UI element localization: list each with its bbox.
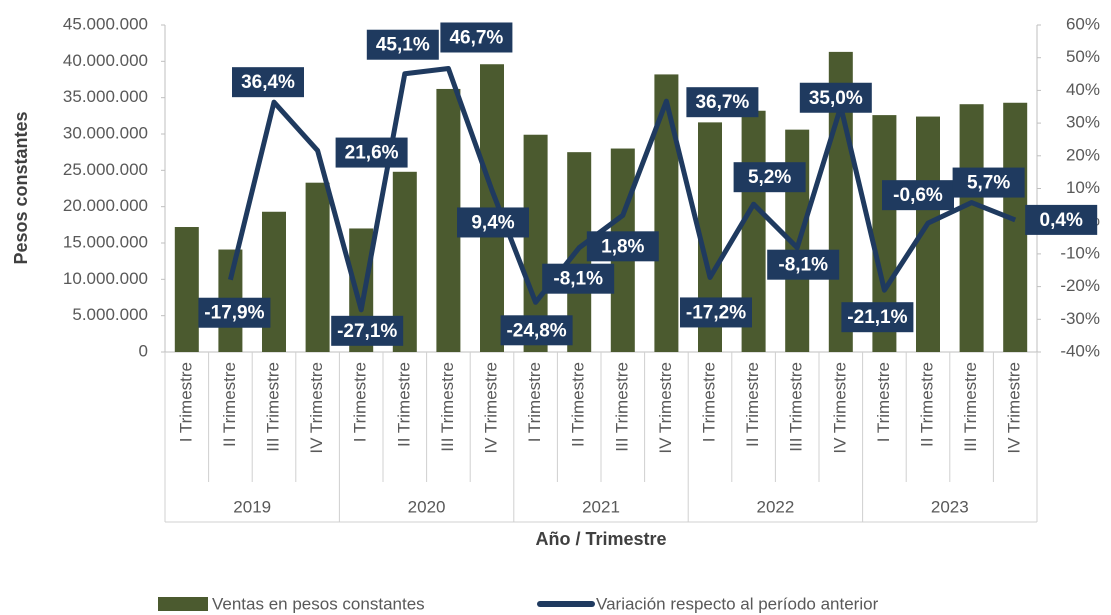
data-label: 1,8% — [601, 236, 644, 257]
group-label: 2020 — [408, 497, 446, 516]
data-label-box — [335, 137, 408, 168]
y-tick-label: 20.000.000 — [63, 196, 148, 215]
x-tick-label: IV Trimestre — [1005, 362, 1024, 454]
y-tick-label: 35.000.000 — [63, 87, 148, 106]
y2-tick-label: -30% — [1060, 309, 1100, 328]
legend-label: Ventas en pesos constantes — [212, 594, 425, 613]
y-tick-label: 30.000.000 — [63, 123, 148, 142]
data-label-box — [1025, 204, 1098, 235]
legend-label: Variación respecto al período anterior — [596, 594, 879, 613]
data-label-box — [841, 302, 914, 333]
bar — [174, 227, 199, 352]
data-label: -27,1% — [337, 321, 397, 342]
x-tick-label: III Trimestre — [787, 362, 806, 452]
data-label-box — [198, 297, 271, 328]
x-tick-label: II Trimestre — [394, 362, 413, 447]
y2-tick-label: 50% — [1066, 47, 1100, 66]
data-label-box — [440, 22, 513, 53]
data-label: -8,1% — [553, 269, 603, 290]
x-axis-label: Año / Trimestre — [535, 529, 666, 549]
x-tick-label: II Trimestre — [917, 362, 936, 447]
data-label: -17,2% — [686, 302, 746, 323]
data-label-box — [331, 315, 404, 346]
data-label: 21,6% — [345, 143, 399, 164]
data-label: -8,1% — [778, 255, 828, 276]
group-label: 2023 — [931, 497, 969, 516]
y-tick-label: 0 — [139, 341, 148, 360]
x-tick-label: III Trimestre — [612, 362, 631, 452]
x-tick-label: I Trimestre — [874, 362, 893, 442]
data-label: 5,7% — [967, 173, 1010, 194]
x-tick-label: IV Trimestre — [830, 362, 849, 454]
bar — [262, 211, 286, 352]
data-label: -0,6% — [893, 185, 943, 206]
x-tick-label: I Trimestre — [699, 362, 718, 442]
data-label-box — [366, 29, 439, 60]
bar — [1003, 102, 1028, 353]
x-tick-label: IV Trimestre — [481, 362, 500, 454]
x-tick-label: II Trimestre — [743, 362, 762, 447]
x-tick-label: II Trimestre — [569, 362, 588, 447]
x-tick-label: III Trimestre — [263, 362, 282, 452]
data-label: 35,0% — [809, 88, 863, 109]
data-label: -21,1% — [847, 307, 907, 328]
data-label-box — [686, 87, 759, 118]
y2-tick-label: 60% — [1066, 14, 1100, 33]
data-label: 0,4% — [1040, 210, 1083, 231]
bar — [654, 74, 679, 352]
data-label-box — [680, 297, 752, 328]
bar — [305, 182, 330, 352]
data-label-box — [586, 231, 659, 262]
data-label: -17,9% — [204, 303, 264, 324]
data-label: 36,7% — [695, 92, 749, 113]
data-label: -24,8% — [506, 320, 566, 341]
y2-tick-label: 10% — [1066, 178, 1100, 197]
data-label: 9,4% — [471, 212, 514, 233]
y-tick-label: 5.000.000 — [72, 305, 148, 324]
data-label-box — [500, 315, 573, 346]
x-tick-label: I Trimestre — [525, 362, 544, 442]
data-label-box — [232, 67, 304, 98]
x-tick-label: III Trimestre — [438, 362, 457, 452]
group-label: 2019 — [233, 497, 271, 516]
data-label-box — [542, 263, 615, 294]
data-label: 5,2% — [748, 167, 791, 188]
x-tick-label: IV Trimestre — [656, 362, 675, 454]
group-label: 2022 — [756, 497, 794, 516]
y-tick-label: 45.000.000 — [63, 14, 148, 33]
x-tick-label: III Trimestre — [961, 362, 980, 452]
y-tick-label: 25.000.000 — [63, 160, 148, 179]
data-label: 36,4% — [241, 72, 295, 93]
legend-swatch — [158, 597, 208, 611]
y2-tick-label: -20% — [1060, 276, 1100, 295]
data-label-box — [882, 180, 954, 211]
x-tick-label: I Trimestre — [176, 362, 195, 442]
data-label-box — [767, 249, 840, 280]
y2-tick-label: -10% — [1060, 243, 1100, 262]
x-tick-label: IV Trimestre — [307, 362, 326, 454]
data-label: 45,1% — [376, 35, 430, 56]
data-label-box — [733, 162, 806, 193]
y2-tick-label: 20% — [1066, 145, 1100, 164]
data-label-box — [799, 82, 872, 113]
y2-tick-label: 30% — [1066, 113, 1100, 132]
bar — [436, 88, 461, 353]
line — [227, 65, 1017, 313]
y-tick-label: 10.000.000 — [63, 269, 148, 288]
y-tick-label: 15.000.000 — [63, 232, 148, 251]
y2-tick-label: 40% — [1066, 80, 1100, 99]
y2-tick-label: -40% — [1060, 341, 1100, 360]
group-label: 2021 — [582, 497, 620, 516]
x-tick-label: I Trimestre — [351, 362, 370, 442]
data-label: 46,7% — [449, 28, 503, 49]
y-tick-label: 40.000.000 — [63, 51, 148, 70]
x-tick-label: II Trimestre — [220, 362, 239, 447]
data-label-box — [952, 167, 1025, 198]
bar — [959, 104, 984, 352]
y-axis-label: Pesos constantes — [11, 111, 31, 264]
data-label-box — [457, 207, 529, 238]
